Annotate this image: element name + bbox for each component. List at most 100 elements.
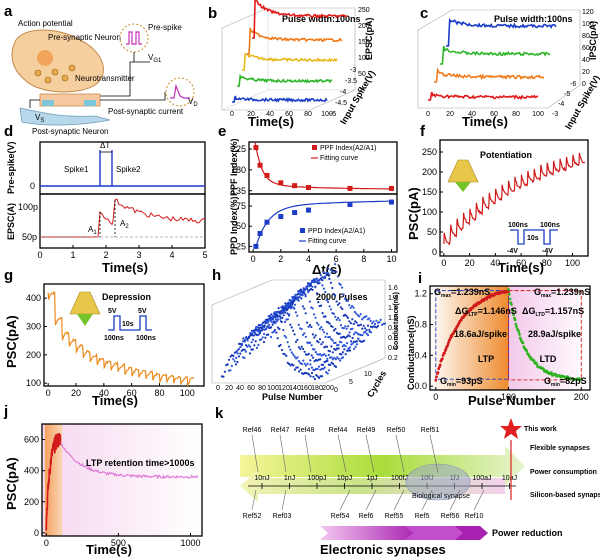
cycle-point xyxy=(246,338,249,341)
cycle-point xyxy=(291,303,294,306)
cycle-point xyxy=(239,345,242,349)
cycle-point xyxy=(365,332,368,335)
z-tick-label: -5 xyxy=(330,111,336,118)
y-tick-label: 50 xyxy=(358,71,366,78)
ref-leader xyxy=(449,489,461,511)
y-tick-label: 150 xyxy=(422,187,437,197)
y-tick-label: 100 xyxy=(358,55,370,62)
cycle-point xyxy=(272,330,275,333)
cycle-point xyxy=(342,327,345,330)
pre-neuron-body xyxy=(11,29,104,93)
cycle-point xyxy=(251,338,255,341)
cycle-point xyxy=(324,335,327,338)
cycle-point xyxy=(351,327,354,330)
y-tick-label: 0.0 xyxy=(414,381,427,391)
x-tick-label: 0 xyxy=(426,111,430,118)
cycle-point xyxy=(321,312,324,315)
ref-label: Ref6 xyxy=(359,513,374,520)
cycle-point xyxy=(289,307,292,310)
cycle-point xyxy=(261,328,264,331)
cycle-point xyxy=(338,302,341,305)
cycle-point xyxy=(296,356,299,359)
ref-leader xyxy=(339,489,351,511)
cycle-point xyxy=(267,323,271,326)
cycle-point xyxy=(252,331,255,334)
cycle-point xyxy=(271,323,274,326)
ppf-point xyxy=(305,185,311,190)
ltd-point xyxy=(511,310,515,313)
cycle-point xyxy=(330,338,333,341)
cycle-point xyxy=(291,304,294,307)
cycle-point xyxy=(323,366,326,369)
cycle-point xyxy=(325,332,329,335)
cycle-point xyxy=(270,326,273,329)
cycle-point xyxy=(279,312,283,315)
ref-leader xyxy=(337,434,347,473)
cycle-point xyxy=(278,314,281,317)
cycle-point xyxy=(268,316,272,319)
h-traces xyxy=(220,263,387,381)
cycle-point xyxy=(230,364,233,368)
x-ticks: 0 20 40 60 80 100 120 140 160 180 200 xyxy=(216,385,334,392)
ref-label: Ref44 xyxy=(329,427,348,434)
cycle-point xyxy=(233,360,236,363)
cycle-point xyxy=(226,363,229,366)
cycle-point xyxy=(298,296,301,299)
amp2-label: 5V xyxy=(138,308,147,315)
cycle-point xyxy=(310,354,313,357)
cycle-point xyxy=(251,348,254,351)
gmin-left-sub: min xyxy=(447,382,456,388)
cycle-point xyxy=(318,338,322,341)
cycle-point xyxy=(335,270,338,273)
cycle-point xyxy=(337,347,340,350)
legend-label: PPD Index(A2/A1) xyxy=(308,228,365,235)
ppd-fit-curve xyxy=(254,200,392,250)
cycle-point xyxy=(291,295,294,299)
ltp-point xyxy=(457,321,461,325)
cycle-point xyxy=(353,310,357,314)
cycle-point xyxy=(335,318,338,321)
ref-leader xyxy=(393,489,405,511)
ltp-point xyxy=(444,347,448,351)
cycle-point xyxy=(319,353,322,356)
panel-label-d: d xyxy=(4,123,13,140)
cycle-point xyxy=(308,373,311,376)
cycle-point xyxy=(361,334,364,337)
pre-spike-circle xyxy=(119,23,149,53)
ltd-point xyxy=(550,371,553,375)
x-ticks: 0 1 2 3 4 5 xyxy=(37,245,208,260)
x-tick-label: 40 xyxy=(490,258,500,268)
cycle-point xyxy=(327,369,331,372)
dg-ltp-label: ΔGLTP=1.146nS xyxy=(455,306,517,318)
ppf-point xyxy=(257,162,263,168)
ltp-point xyxy=(446,344,449,348)
cycle-point xyxy=(307,289,310,292)
cycle-point xyxy=(289,299,293,302)
x-tick-label: 100 xyxy=(565,258,580,268)
cycle-point xyxy=(267,333,270,336)
cycle-point xyxy=(243,348,246,351)
cycle-point xyxy=(235,350,238,353)
cycle-point xyxy=(379,318,382,321)
y-axis-label-top: Pre-spike(V) xyxy=(6,141,16,194)
trace-1 xyxy=(434,67,545,83)
x-axis-label: Time(s) xyxy=(86,542,132,557)
cycle-point xyxy=(297,360,301,363)
ltd-point xyxy=(510,303,513,306)
power-reduction-label: Power reduction xyxy=(492,528,563,538)
x-tick-label: 100 xyxy=(267,385,279,392)
cycle-point xyxy=(296,366,299,369)
cycle-point xyxy=(243,356,246,359)
ltp-point xyxy=(438,363,442,367)
cycle-point xyxy=(293,368,296,371)
cycle-point xyxy=(283,334,286,337)
cycle-point xyxy=(259,329,262,332)
cycle-point xyxy=(276,337,279,340)
ppf-point xyxy=(388,185,394,191)
cycle-point xyxy=(322,363,325,366)
ppf-point xyxy=(347,185,353,191)
panel-i: i 0 100 2000.00.40.81.2 Gmax=1.239nS Gmax=1.… xyxy=(406,270,591,408)
x-tick-label: 40 xyxy=(266,111,274,118)
x-tick-label: 3 xyxy=(136,250,141,260)
x-tick-label: 100 xyxy=(321,111,333,118)
